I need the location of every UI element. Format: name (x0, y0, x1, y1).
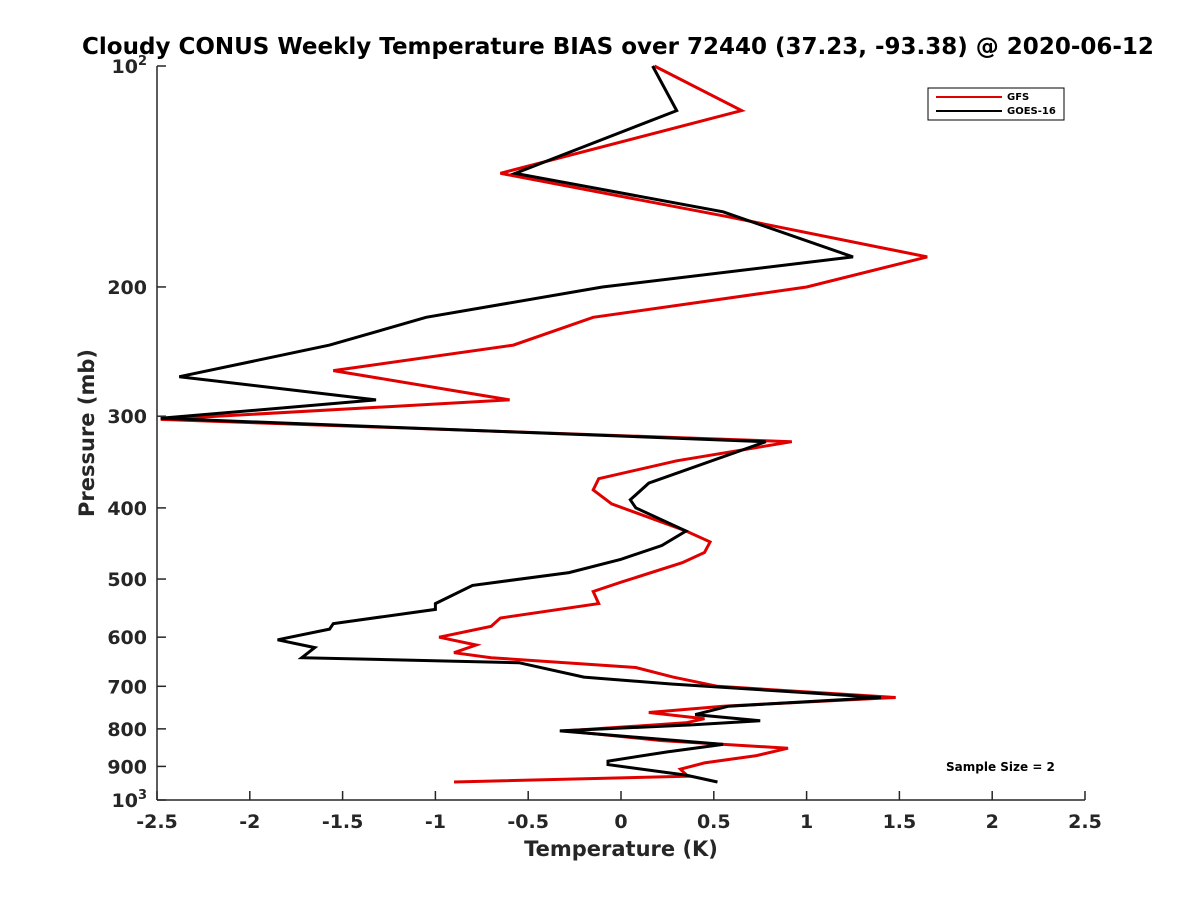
sample-size-annotation: Sample Size = 2 (946, 760, 1055, 774)
series-layer (160, 64, 928, 784)
y-tick-label: 400 (107, 498, 147, 520)
legend-box (927, 87, 1065, 121)
y-tick-label: 300 (107, 406, 147, 428)
x-tick-label: -0.5 (507, 811, 549, 833)
y-tick-label: 500 (107, 569, 147, 591)
y-tick-label: 103 (112, 788, 148, 812)
x-tick-label: 1.5 (883, 811, 917, 833)
x-tick-label: 0 (614, 811, 627, 833)
x-tick-label: -2.5 (136, 811, 178, 833)
y-tick-label: 800 (107, 719, 147, 741)
legend-label-goes16: GOES-16 (1007, 106, 1056, 117)
x-tick-label: 2.5 (1068, 811, 1102, 833)
x-tick-label: -1 (425, 811, 446, 833)
plot-area (157, 66, 1085, 800)
legend: GFS GOES-16 (927, 87, 1065, 121)
x-axis-ticks: -2.5 -2 -1.5 -1 -0.5 0 0.5 1 1.5 2 2.5 (136, 791, 1102, 833)
x-tick-label: 0.5 (697, 811, 731, 833)
x-axis-label: Temperature (K) (524, 837, 718, 861)
x-tick-label: -1.5 (322, 811, 364, 833)
chart-title: Cloudy CONUS Weekly Temperature BIAS ove… (82, 34, 1154, 60)
y-axis-label: Pressure (mb) (75, 349, 99, 517)
x-tick-label: 2 (986, 811, 999, 833)
y-tick-label: 600 (107, 627, 147, 649)
x-tick-label: 1 (800, 811, 813, 833)
y-tick-label: 200 (107, 277, 147, 299)
y-axis-ticks: 102 200 300 400 500 600 700 800 900 103 (107, 54, 166, 812)
y-tick-label: 700 (107, 676, 147, 698)
series-line-goes16 (160, 65, 881, 784)
x-tick-label: -2 (239, 811, 260, 833)
y-tick-label: 900 (107, 756, 147, 778)
y-tick-label: 102 (112, 54, 148, 78)
legend-label-gfs: GFS (1007, 92, 1029, 103)
